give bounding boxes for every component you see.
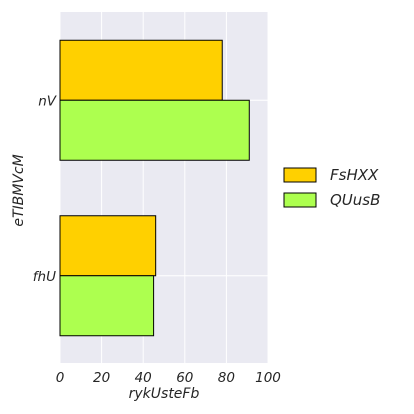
x-tick-label: 80 — [218, 370, 235, 386]
bar-QUusB-nV — [59, 99, 250, 161]
bars — [59, 39, 250, 337]
legend-swatch-FsHXX — [283, 167, 317, 183]
x-tick-label: 20 — [93, 370, 110, 386]
legend-label: FsHXX — [330, 166, 379, 184]
x-tick-labels: 0 20 40 60 80 100 — [56, 370, 281, 386]
x-tick-label: 100 — [255, 370, 281, 386]
y-tick-labels: nV fhU — [33, 93, 58, 285]
x-tick-label: 40 — [135, 370, 152, 386]
y-tick-label: fhU — [33, 269, 56, 285]
x-tick-label: 0 — [56, 370, 65, 386]
x-axis-label: rykUsteFb — [129, 386, 200, 402]
y-axis-label: eTIBMVcM — [11, 154, 27, 226]
y-tick-label: nV — [38, 93, 58, 109]
bar-FsHXX-nV — [59, 39, 223, 101]
bar-QUusB-fhU — [59, 275, 155, 337]
x-tick-label: 60 — [176, 370, 193, 386]
legend: FsHXX QUusB — [283, 166, 380, 209]
legend-label: QUusB — [330, 191, 380, 209]
legend-swatch-QUusB — [283, 192, 317, 208]
bar-FsHXX-fhU — [59, 215, 157, 277]
